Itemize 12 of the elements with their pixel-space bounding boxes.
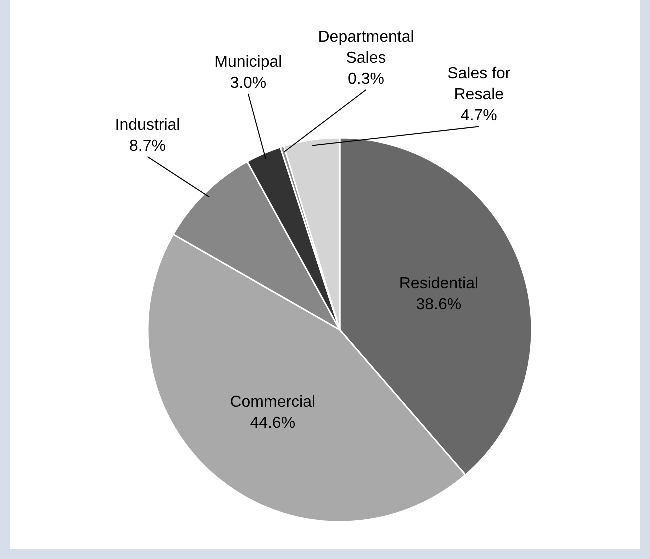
slice-label: Industrial <box>115 116 180 134</box>
data-label: 3.0% <box>230 74 267 92</box>
slice-label: Residential <box>399 276 479 293</box>
data-label: 0.3% <box>348 71 384 88</box>
data-label: 4.7% <box>460 108 498 125</box>
data-label: 8.7% <box>130 138 166 155</box>
data-label: 44.6% <box>250 415 296 432</box>
slice-label: Municipal <box>214 54 282 71</box>
slice-label: Sales for Resale <box>448 66 512 104</box>
data-label: 38.6% <box>416 296 462 314</box>
slice-label: Departmental Sales <box>318 29 414 68</box>
slice-label: Commercial <box>230 394 316 412</box>
